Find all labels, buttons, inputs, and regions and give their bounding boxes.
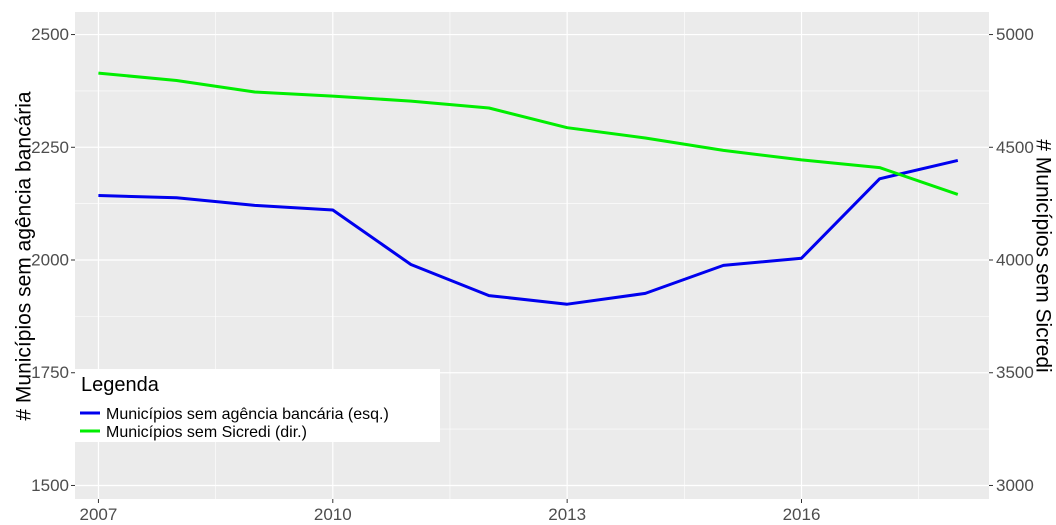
left-tick-label: 1750 <box>31 363 69 382</box>
right-tick-label: 3000 <box>996 476 1034 495</box>
right-axis-title: # Municípios sem Sicredi <box>1032 139 1055 372</box>
left-axis-title: # Municípios sem agência bancária <box>13 91 36 421</box>
x-axis-ticks: 2007 2010 2013 2016 <box>80 499 821 524</box>
left-tick-label: 2250 <box>31 138 69 157</box>
minor-gridlines <box>75 12 989 499</box>
x-tick-label: 2010 <box>314 505 352 524</box>
x-tick-label: 2013 <box>548 505 586 524</box>
right-tick-label: 4000 <box>996 251 1034 270</box>
x-tick-label: 2007 <box>80 505 118 524</box>
legend-label-right-series: Municípios sem Sicredi (dir.) <box>106 424 307 441</box>
left-tick-label: 2000 <box>31 251 69 270</box>
series-line-sicredi <box>98 71 959 196</box>
legend-label-left-series: Municípios sem agência bancária (esq.) <box>106 406 389 423</box>
series-line-agencia-bancaria <box>98 158 959 306</box>
left-tick-label: 1500 <box>31 476 69 495</box>
right-axis-ticks: 3000 3500 4000 4500 5000 <box>989 25 1034 495</box>
right-tick-label: 3500 <box>996 363 1034 382</box>
legend: Legenda Municípios sem agência bancária … <box>75 369 440 442</box>
legend-title: Legenda <box>81 374 160 396</box>
left-axis-ticks: 1500 1750 2000 2250 2500 <box>31 25 75 495</box>
right-tick-label: 5000 <box>996 25 1034 44</box>
x-tick-label: 2016 <box>783 505 821 524</box>
right-tick-label: 4500 <box>996 138 1034 157</box>
legend-background <box>75 369 440 442</box>
left-tick-label: 2500 <box>31 25 69 44</box>
series-lines <box>98 71 959 306</box>
